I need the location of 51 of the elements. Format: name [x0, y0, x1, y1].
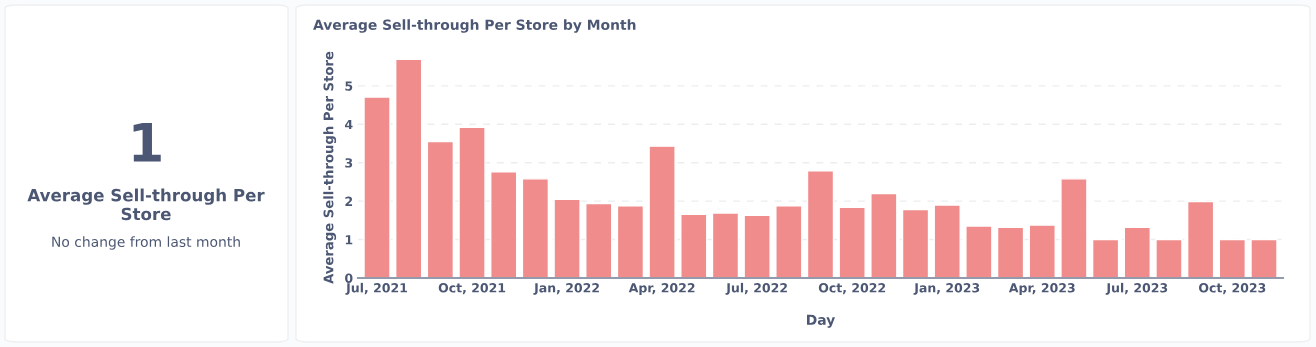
x-axis-title: Day [807, 314, 836, 328]
x-tick-label: Jul, 2021 [345, 282, 408, 295]
y-tick-label: 2 [345, 196, 353, 206]
chart-title: Average Sell-through Per Store by Month [313, 19, 636, 33]
bar [585, 202, 613, 278]
x-tick-label: Oct, 2022 [818, 283, 886, 295]
bar [996, 226, 1025, 278]
bar [870, 192, 898, 278]
text: Average Sell-through Per Store [27, 188, 265, 221]
bar [616, 205, 645, 278]
y-axis-title: Average Sell-through Per Store [323, 51, 337, 284]
bar [458, 126, 486, 278]
bar [933, 204, 961, 278]
data-label: 1 [133, 123, 161, 162]
bar [680, 213, 708, 278]
bar [1155, 238, 1183, 278]
y-tick-label: 4 [345, 119, 353, 130]
bar [1123, 226, 1151, 278]
bar [648, 145, 676, 278]
x-tick-label: Jul, 2022 [725, 282, 787, 295]
bar [521, 178, 550, 278]
text: No change from last month [52, 236, 240, 250]
bar [426, 140, 455, 278]
bar [1218, 238, 1246, 278]
bar [395, 58, 423, 278]
bar [1060, 178, 1088, 278]
bar [901, 208, 930, 278]
bar [743, 214, 771, 278]
bar [363, 96, 391, 278]
bar [806, 170, 835, 278]
y-tick-label: 5 [345, 81, 353, 91]
x-tick-label: Jan, 2022 [533, 283, 599, 295]
bar [711, 212, 740, 278]
x-tick-label: Oct, 2023 [1198, 283, 1266, 295]
bar [838, 206, 866, 278]
x-tick-label: Apr, 2022 [628, 283, 695, 295]
y-tick-label: 3 [345, 158, 353, 168]
y-tick-label: 1 [345, 235, 353, 245]
bar [490, 171, 518, 278]
bar [965, 225, 993, 278]
x-tick-label: Oct, 2021 [438, 283, 506, 295]
x-tick-label: Jan, 2023 [913, 283, 980, 295]
bar [1091, 238, 1120, 278]
bar [1186, 200, 1215, 278]
y-tick-label: 0 [345, 273, 353, 283]
bar [775, 205, 803, 278]
bar [1028, 224, 1056, 278]
x-tick-label: Apr, 2023 [1008, 283, 1075, 295]
x-tick-label: Jul, 2023 [1105, 282, 1168, 295]
bar [1250, 238, 1278, 278]
bar [553, 198, 581, 278]
